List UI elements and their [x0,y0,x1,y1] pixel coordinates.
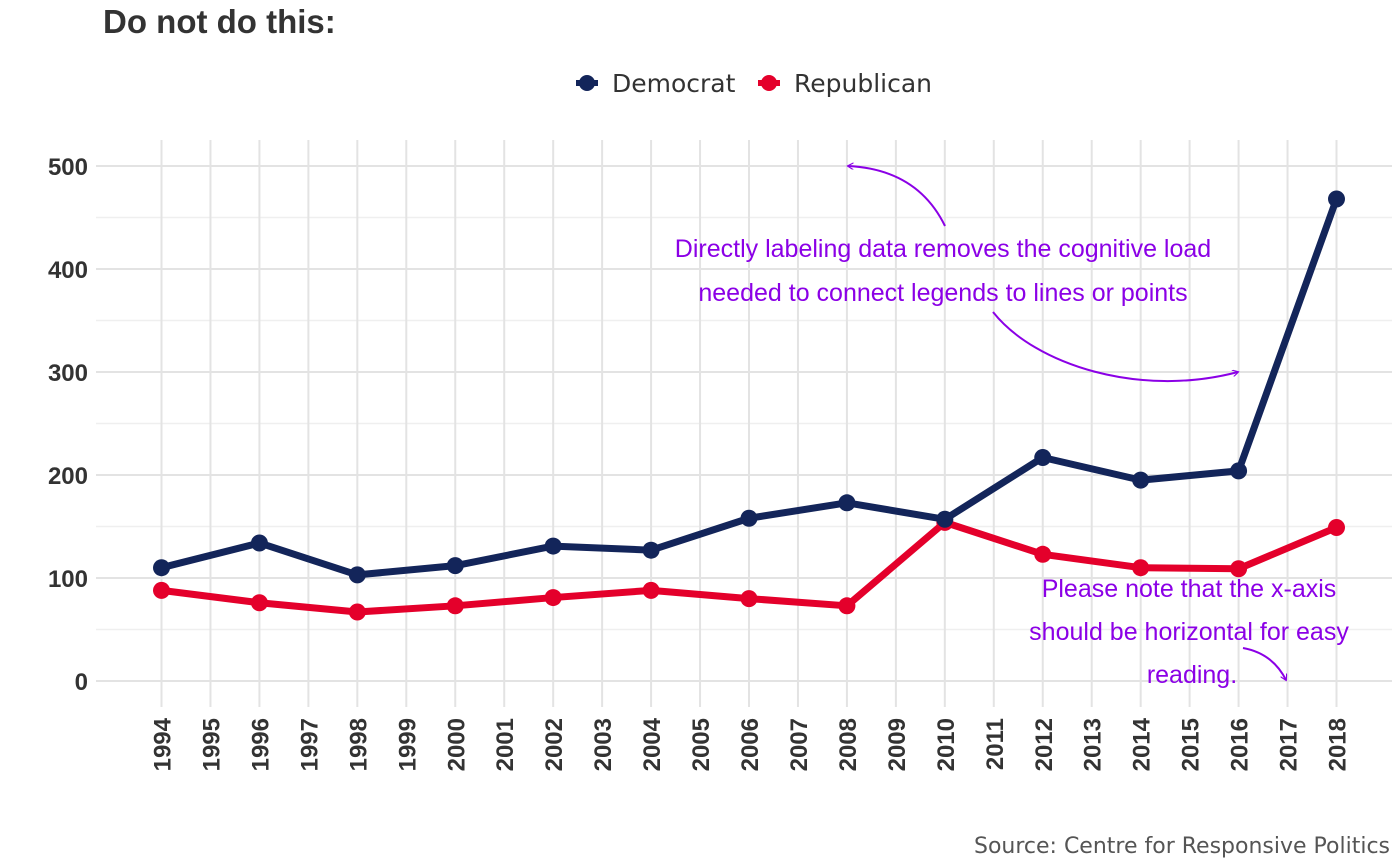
data-point-democrat [1034,448,1052,466]
annotation-1-arrow-up [848,166,946,227]
legend-label-republican: Republican [794,69,932,98]
x-tick-label: 2001 [492,718,519,771]
data-point-democrat [1132,471,1150,489]
data-point-republican [348,603,366,621]
source-caption: Source: Centre for Responsive Politics [974,834,1390,859]
x-tick-label: 2016 [1227,718,1254,771]
x-tick-label: 2005 [688,718,715,771]
data-point-republican [544,589,562,607]
x-tick-label: 1995 [198,718,225,771]
annotation-1-arrow-right [992,311,1238,383]
legend-marker-republican [761,75,777,91]
annotation-2-line-1: Please note that the x-axis [1042,575,1337,603]
y-tick-label: 400 [48,257,88,284]
annotation-direct-labeling: Directly labeling data removes the cogni… [675,166,1238,383]
legend-item-democrat: Democrat [576,69,736,98]
annotation-x-axis-note: Please note that the x-axis should be ho… [1029,575,1349,689]
data-point-democrat [642,541,660,559]
data-point-democrat [838,494,856,512]
data-point-republican [1034,545,1052,563]
annotation-2-arrow [1242,647,1286,680]
data-point-republican [250,594,268,612]
data-point-republican [153,581,170,599]
x-tick-label: 2012 [1031,718,1058,771]
data-point-republican [1132,559,1150,577]
legend-marker-democrat [579,75,595,91]
series-layer [153,190,1345,621]
x-tick-label: 1998 [345,718,372,771]
data-point-democrat [1230,462,1248,480]
data-point-democrat [348,566,366,584]
x-tick-label: 2017 [1276,718,1303,771]
data-point-republican [642,581,660,599]
x-tick-label: 1994 [150,717,177,771]
grid [96,140,1392,707]
y-axis: 0 100 200 300 400 500 [48,154,88,696]
x-tick-label: 2013 [1080,718,1107,771]
y-tick-label: 0 [75,669,88,696]
data-point-republican [838,597,856,615]
x-tick-label: 2007 [786,718,813,771]
x-tick-label: 2008 [835,718,862,771]
x-tick-label: 2018 [1325,718,1352,771]
x-tick-label: 2003 [590,718,617,771]
annotation-1-line-1: Directly labeling data removes the cogni… [675,235,1211,263]
x-tick-label: 1996 [247,718,274,771]
annotation-2-line-2: should be horizontal for easy [1029,618,1349,646]
x-tick-label: 2015 [1178,718,1205,771]
data-point-democrat [1328,190,1345,208]
data-point-democrat [740,509,758,527]
annotation-1-line-2: needed to connect legends to lines or po… [698,279,1187,307]
x-tick-label: 2000 [443,718,470,771]
x-tick-label: 1997 [296,718,323,771]
x-tick-label: 2002 [541,718,568,771]
x-axis: 1994 1995 1996 1997 1998 1999 2000 2001 2002 2003… [150,717,1352,771]
data-point-republican [1328,519,1345,537]
y-tick-label: 500 [48,154,88,181]
data-point-republican [1230,560,1248,578]
y-tick-label: 300 [48,360,88,387]
x-tick-label: 2004 [639,717,666,771]
legend-label-democrat: Democrat [612,69,736,98]
x-tick-label: 2011 [982,718,1009,770]
legend-item-republican: Republican [758,69,932,98]
x-tick-label: 2006 [737,718,764,771]
x-tick-label: 1999 [394,718,421,771]
annotation-2-line-3: reading. [1147,661,1237,689]
data-point-republican [740,590,758,608]
y-tick-label: 200 [48,463,88,490]
data-point-republican [446,597,464,615]
data-point-democrat [446,557,464,575]
data-point-democrat [250,534,268,552]
x-tick-label: 2010 [933,718,960,771]
data-point-democrat [544,537,562,555]
y-tick-label: 100 [48,566,88,593]
legend: Democrat Republican [576,69,932,98]
x-tick-label: 2014 [1129,717,1156,771]
data-point-democrat [936,510,954,528]
chart-title: Do not do this: [103,3,336,40]
x-tick-label: 2009 [884,718,911,771]
data-point-democrat [153,559,170,577]
